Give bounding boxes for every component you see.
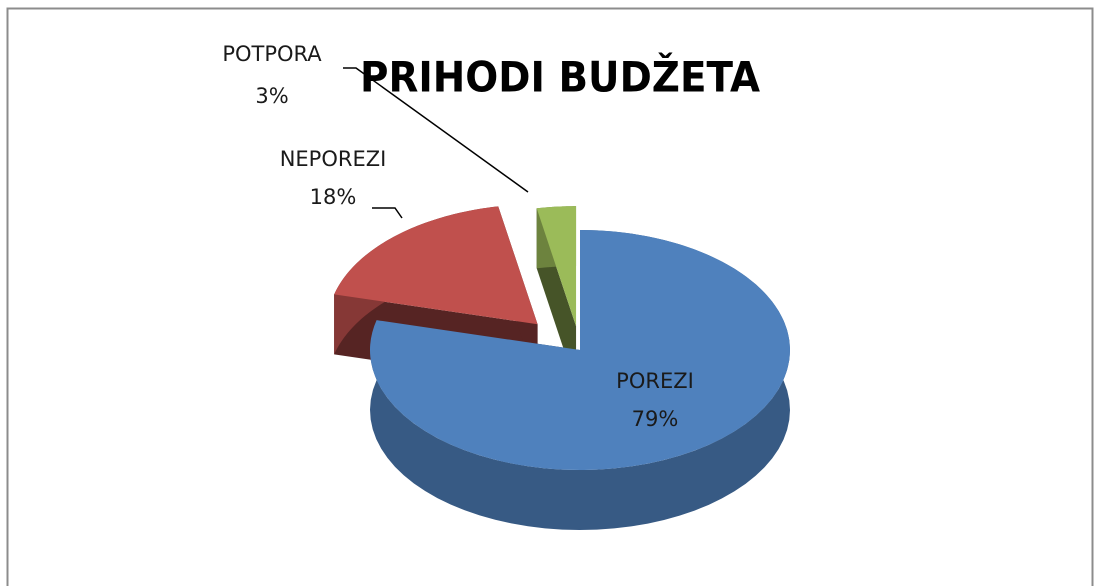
slice-value-label: 79% (632, 407, 679, 431)
slice-label: POTPORA (222, 42, 322, 66)
slice-value-label: 18% (310, 185, 357, 209)
leader-line (343, 67, 529, 193)
leader-line (372, 207, 403, 219)
pie-slice (334, 206, 538, 325)
slice-label: NEPOREZI (280, 147, 387, 171)
pie-slice (536, 206, 577, 327)
slice-label: POREZI (616, 369, 694, 393)
pie-slice (369, 230, 790, 470)
slice-value-label: 3% (255, 84, 288, 108)
data-labels: POREZI 79% NEPOREZI 18% POTPORA 3% (222, 42, 693, 431)
pie-tops (334, 206, 790, 470)
chart-title: PRIHODI BUDŽETA (360, 52, 760, 102)
